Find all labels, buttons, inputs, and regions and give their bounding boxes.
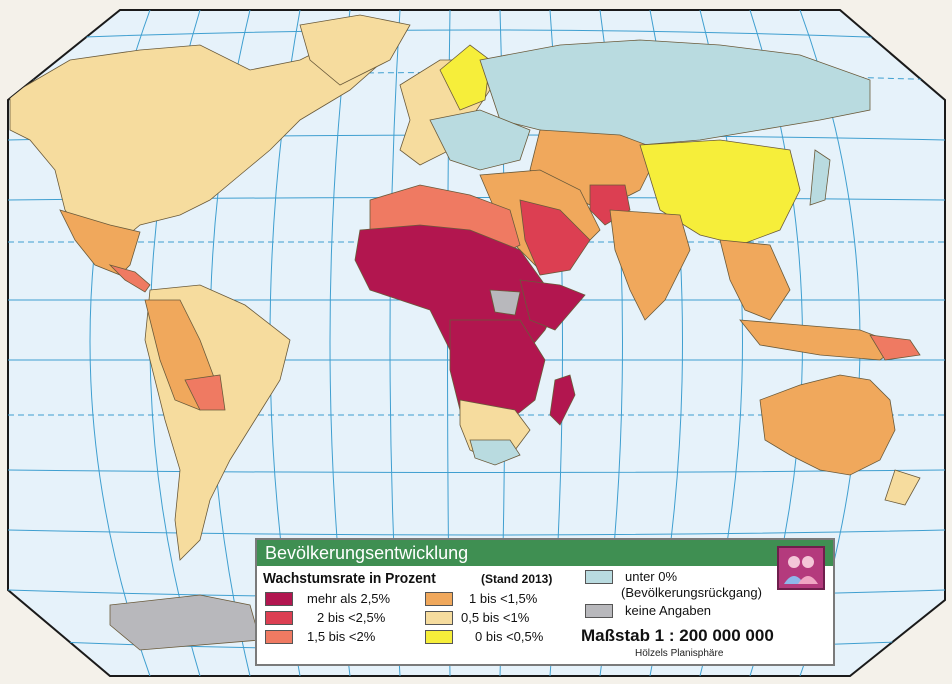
legend-box: Bevölkerungsentwicklung Wachstumsrate in… <box>255 538 835 666</box>
region-japan <box>809 149 831 206</box>
legend-label-neg-sub: (Bevölkerungsrückgang) <box>621 585 762 600</box>
legend-label-0-05: 0 bis <0,5% <box>475 629 544 644</box>
region-papua <box>869 334 921 361</box>
region-madagascar <box>549 374 576 426</box>
region-arabia <box>519 199 591 276</box>
legend-swatch-15-2 <box>265 630 293 644</box>
legend-label-15-2: 1,5 bis <2% <box>307 629 376 644</box>
region-north-america <box>9 39 391 251</box>
legend-label-05-1: 0,5 bis <1% <box>461 610 530 625</box>
region-australia <box>759 374 896 476</box>
legend-swatch-neg <box>585 570 613 584</box>
legend-scale-sub: Hölzels Planisphäre <box>635 648 724 659</box>
legend-swatch-05-1 <box>425 611 453 625</box>
legend-label-neg: unter 0% <box>625 569 678 584</box>
legend-label-na: keine Angaben <box>625 603 712 618</box>
region-southeast-asia <box>719 239 791 321</box>
legend-title: Bevölkerungsentwicklung <box>257 540 833 566</box>
region-horn-of-africa <box>519 279 586 331</box>
legend-swatch-gt25 <box>265 592 293 606</box>
region-antarctica <box>109 594 261 651</box>
legend-label-gt25: mehr als 2,5% <box>307 591 391 606</box>
region-sudan-na <box>489 289 521 316</box>
region-india <box>609 209 691 321</box>
region-eastern-europe <box>429 109 531 171</box>
legend-swatch-1-15 <box>425 592 453 606</box>
legend-swatch-2-25 <box>265 611 293 625</box>
region-new-zealand <box>884 469 921 506</box>
region-central-america <box>108 264 151 293</box>
legend-scale: Maßstab 1 : 200 000 000 <box>581 626 774 645</box>
region-south-africa <box>469 439 521 466</box>
legend-swatch-0-05 <box>425 630 453 644</box>
people-icon-graphic <box>784 556 818 584</box>
people-icon <box>777 546 825 590</box>
region-greenland <box>299 14 411 86</box>
legend-label-1-15: 1 bis <1,5% <box>469 591 538 606</box>
legend-stand: (Stand 2013) <box>481 572 553 586</box>
legend-label-2-25: 2 bis <2,5% <box>317 610 386 625</box>
legend-heading: Wachstumsrate in Prozent <box>263 570 436 587</box>
region-bolivia <box>184 374 226 411</box>
legend-swatch-na <box>585 604 613 618</box>
